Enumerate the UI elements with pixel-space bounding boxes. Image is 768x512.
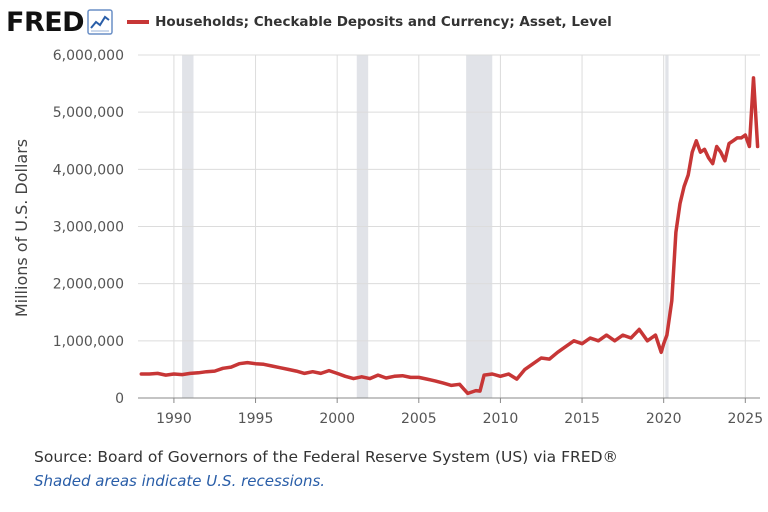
x-tick-label: 2005 (401, 411, 437, 427)
y-tick-label: 2,000,000 (53, 277, 124, 293)
x-tick-label: 1995 (238, 411, 274, 427)
y-tick-label: 6,000,000 (53, 48, 124, 64)
x-tick-label: 2025 (727, 411, 763, 427)
y-tick-label: 0 (115, 391, 124, 407)
recession-note: Shaded areas indicate U.S. recessions. (34, 472, 326, 490)
x-tick-label: 2010 (483, 411, 519, 427)
source-note: Source: Board of Governors of the Federa… (34, 448, 619, 466)
chart-footer: Source: Board of Governors of the Federa… (34, 448, 618, 490)
x-tick-label: 1990 (156, 411, 192, 427)
legend-swatch (127, 20, 150, 24)
series (139, 76, 760, 396)
grid-lines (138, 54, 760, 399)
y-tick-label: 5,000,000 (53, 105, 124, 121)
chart-line-icon (87, 9, 113, 35)
legend-label: Households; Checkable Deposits and Curre… (155, 14, 612, 30)
y-tick-label: 1,000,000 (53, 334, 124, 350)
chart-header: FRED Households; Checkable Deposits and … (6, 6, 612, 38)
x-tick-label: 2000 (319, 411, 355, 427)
y-tick-label: 4,000,000 (53, 162, 124, 178)
x-tick-label: 2015 (564, 411, 600, 427)
line-chart: 0 1,000,000 2,000,000 3,000,000 4,000,000 5,0… (12, 48, 763, 427)
axes: 0 1,000,000 2,000,000 3,000,000 4,000,000 5,0… (53, 48, 763, 427)
fred-logo[interactable]: FRED (6, 6, 85, 38)
chart-legend: Households; Checkable Deposits and Curre… (127, 14, 612, 30)
y-tick-label: 3,000,000 (53, 220, 124, 236)
x-tick-label: 2020 (646, 411, 682, 427)
series-line (139, 76, 760, 396)
y-axis-label: Millions of U.S. Dollars (12, 139, 31, 317)
